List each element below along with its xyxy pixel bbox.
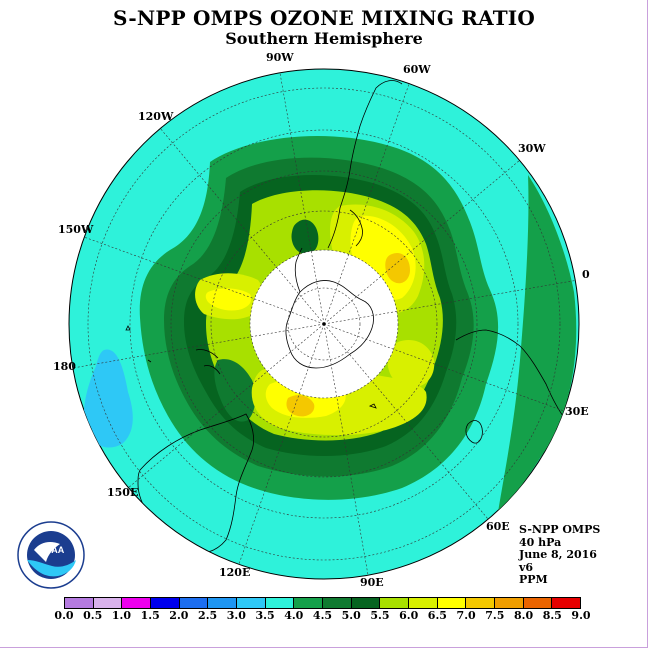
lon-label-150e: 150E	[107, 486, 138, 499]
ozone-contour-field	[72, 72, 579, 576]
noaa-logo-text: NOAA	[38, 545, 65, 555]
colorbar-tick-label: 8.0	[513, 609, 534, 622]
colorbar-segment	[523, 598, 553, 608]
lon-label-180: 180	[53, 360, 76, 373]
coastline-madagascar	[465, 420, 483, 444]
coastline-antarctic-peninsula	[294, 247, 303, 293]
colorbar-segment	[380, 598, 410, 608]
colorbar-tick-label: 1.5	[140, 609, 160, 622]
colorbar	[64, 597, 581, 609]
map-title: S-NPP OMPS OZONE MIXING RATIO	[113, 6, 535, 30]
colorbar-segment	[265, 598, 295, 608]
colorbar-segment	[552, 598, 581, 608]
latitude-40s	[129, 129, 519, 519]
contour-right-edge-band	[498, 175, 577, 512]
colorbar-segment	[351, 598, 381, 608]
info-level: 40 hPa	[519, 535, 562, 549]
coastline-new-zealand	[195, 349, 221, 375]
latitude-60s	[210, 210, 438, 438]
latitude-50s	[170, 170, 478, 478]
colorbar-segment	[294, 598, 324, 608]
colorbar-tick-label: 8.5	[542, 609, 562, 622]
south-pole-marker	[322, 322, 326, 326]
latitude-70s	[249, 249, 399, 399]
coastline-antarctica	[285, 280, 374, 369]
longitude-labels: 90W 60W 30W 0 30E 60E 90E 120E 150E 180 …	[53, 51, 590, 589]
contour-7.0-upper	[385, 252, 410, 284]
colorbar-segment	[179, 598, 209, 608]
lon-label-30e: 30E	[565, 405, 589, 418]
colorbar-segment	[323, 598, 352, 608]
colorbar-tick-label: 9.0	[571, 609, 591, 622]
colorbar-tick-label: 0.0	[54, 609, 74, 622]
latitude-80s	[287, 287, 361, 361]
contour-low-patch	[83, 349, 133, 448]
colorbar-segment	[122, 598, 152, 608]
info-units: PPM	[519, 573, 548, 586]
colorbar-segment	[65, 598, 94, 608]
graticule	[72, 72, 579, 576]
colorbar-segment	[151, 598, 180, 608]
colorbar-segment	[208, 598, 238, 608]
lon-label-90w: 90W	[266, 51, 294, 64]
lon-label-60e: 60E	[486, 520, 510, 533]
colorbar-tick-label: 6.0	[399, 609, 419, 622]
colorbar-tick-label: 3.5	[255, 609, 275, 622]
info-instrument: S-NPP OMPS	[519, 523, 601, 536]
colorbar-tick-label: 7.5	[485, 609, 505, 622]
colorbar-segment	[495, 598, 524, 608]
colorbar-tick-label: 5.5	[370, 609, 390, 622]
colorbar-tick-label: 1.0	[111, 609, 132, 622]
colorbar-ticks: 0.0 0.5 1.0 1.5 2.0 2.5 3.0 3.5 4.0 4.5 5.0 5.5 6.0 6…	[54, 609, 590, 623]
lon-label-120e: 120E	[219, 566, 250, 579]
lon-label-90e: 90E	[360, 576, 384, 589]
colorbar-segment	[237, 598, 266, 608]
colorbar-tick-label: 7.0	[456, 609, 476, 622]
colorbar-segment	[466, 598, 496, 608]
colorbar-tick-label: 2.0	[169, 609, 189, 622]
coastline-islands	[125, 325, 377, 409]
map-subtitle: Southern Hemisphere	[225, 29, 423, 48]
contour-6.5-left	[205, 288, 252, 311]
coastline-south-america	[327, 80, 403, 249]
lon-label-150w: 150W	[58, 223, 94, 236]
colorbar-segment	[93, 598, 123, 608]
colorbar-segment	[437, 598, 467, 608]
lon-label-60w: 60W	[403, 63, 431, 76]
colorbar-tick-label: 4.0	[284, 609, 304, 622]
info-version: v6	[519, 560, 534, 574]
colorbar-tick-label: 2.5	[198, 609, 218, 622]
latitude-30s	[87, 87, 561, 561]
contour-dark-patch	[291, 219, 319, 255]
colorbar-tick-label: 5.0	[341, 609, 361, 622]
lon-label-120w: 120W	[138, 110, 174, 123]
noaa-logo: NOAA	[17, 521, 85, 589]
lon-label-0: 0	[582, 268, 590, 281]
meridians	[72, 72, 579, 576]
colorbar-tick-label: 4.5	[312, 609, 333, 622]
colorbar-tick-label: 3.0	[226, 609, 246, 622]
lon-label-30w: 30W	[518, 142, 546, 155]
plot-info: S-NPP OMPS 40 hPa June 8, 2016 v6 PPM	[519, 523, 601, 587]
contour-6.0-right	[387, 340, 435, 388]
info-date: June 8, 2016	[519, 548, 597, 561]
contour-dark-wedge	[214, 359, 256, 422]
colorbar-segment	[409, 598, 438, 608]
colorbar-tick-label: 0.5	[83, 609, 103, 622]
colorbar-tick-label: 6.5	[427, 609, 447, 622]
